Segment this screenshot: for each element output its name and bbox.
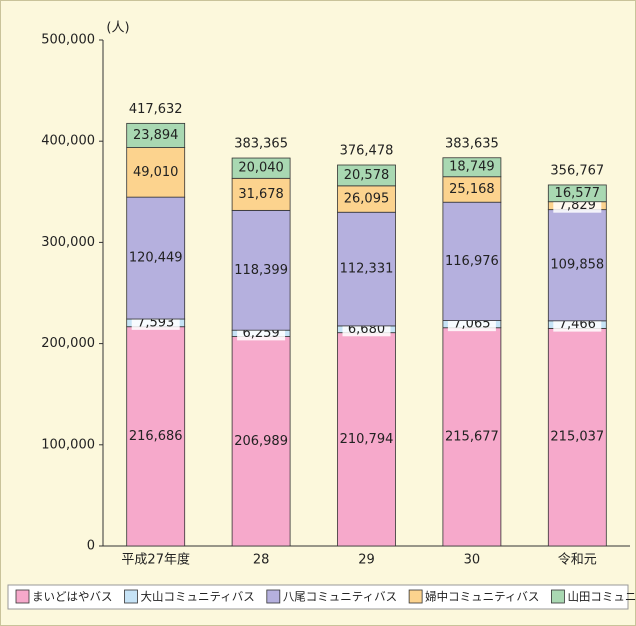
label-box	[553, 198, 602, 213]
y-unit-label: (人)	[106, 21, 129, 36]
legend-swatch	[15, 589, 30, 604]
bar-segment	[337, 164, 396, 187]
data-label: 118,399	[234, 263, 288, 278]
legend-swatch	[266, 589, 281, 604]
x-tick-label: 30	[464, 553, 481, 568]
legend-swatch	[408, 589, 423, 604]
bar-segment	[442, 327, 502, 547]
bar-segment	[231, 336, 291, 547]
bar-segment	[337, 332, 396, 547]
bar-segment	[337, 185, 396, 213]
data-label: 215,037	[550, 430, 604, 445]
data-label: 26,095	[344, 192, 390, 207]
legend-box	[7, 584, 629, 610]
bar-segment	[442, 157, 502, 178]
bar-segment	[126, 326, 186, 547]
legend-label: 大山コミュニティバス	[141, 590, 255, 604]
bar-segment	[442, 176, 502, 203]
data-label: 116,976	[445, 254, 499, 269]
bar-segment	[231, 177, 291, 211]
data-label: 31,678	[238, 187, 284, 202]
bar-segment	[126, 196, 186, 320]
data-label: 112,331	[340, 262, 394, 277]
bar-segment	[231, 157, 291, 179]
data-label: 109,858	[550, 258, 604, 273]
data-label: 206,989	[234, 434, 288, 449]
legend-label: 八尾コミュニティバス	[283, 590, 397, 604]
y-tick-label: 500,000	[41, 33, 95, 48]
legend-label: 山田コミュニティバス	[567, 590, 636, 604]
y-tick-label: 0	[87, 539, 95, 554]
data-label: 216,686	[129, 429, 183, 444]
data-label: 120,449	[129, 251, 183, 266]
data-label: 16,577	[555, 186, 601, 201]
bar-segment	[231, 209, 291, 331]
data-label: 215,677	[445, 429, 499, 444]
data-label: 49,010	[133, 165, 179, 180]
y-tick-label: 100,000	[41, 437, 95, 452]
bar-segment	[442, 201, 502, 321]
total-label: 417,632	[129, 102, 183, 117]
x-tick-label: 令和元	[558, 553, 597, 568]
legend-label: 婦中コミュニティバス	[425, 590, 539, 604]
data-label: 20,040	[238, 161, 284, 176]
x-tick-label: 平成27年度	[121, 552, 190, 568]
data-label: 23,894	[133, 128, 179, 143]
total-label: 376,478	[340, 144, 394, 159]
bar-segment	[547, 209, 607, 322]
data-label: 18,749	[449, 160, 495, 175]
bar-segment	[547, 327, 607, 547]
legend-label: まいどはやバス	[32, 590, 113, 604]
bar-segment	[337, 211, 396, 327]
y-tick-label: 300,000	[41, 235, 95, 250]
y-tick-label: 400,000	[41, 134, 95, 149]
x-tick-label: 29	[358, 553, 375, 568]
data-label: 210,794	[340, 432, 394, 447]
total-label: 356,767	[550, 163, 604, 178]
total-label: 383,365	[234, 137, 288, 152]
data-label: 25,168	[449, 182, 495, 197]
bar-segment	[126, 147, 186, 198]
legend-swatch	[124, 589, 138, 604]
data-label: 20,578	[344, 168, 390, 183]
x-tick-label: 28	[253, 553, 270, 568]
y-tick-label: 200,000	[41, 336, 95, 351]
bar-segment	[547, 184, 607, 203]
total-label: 383,635	[445, 136, 499, 151]
legend-swatch	[551, 589, 565, 604]
bar-segment	[126, 122, 186, 148]
